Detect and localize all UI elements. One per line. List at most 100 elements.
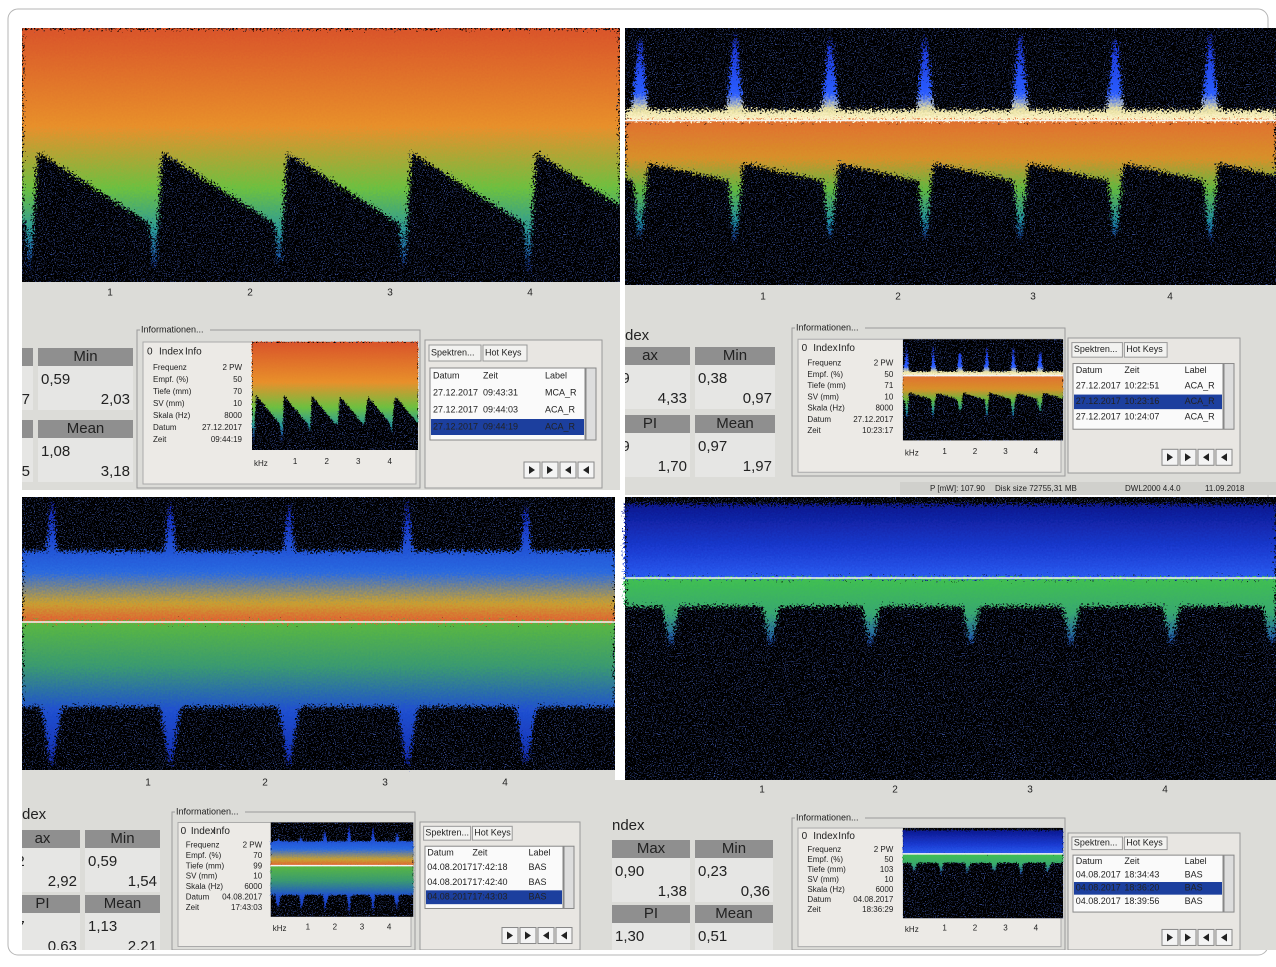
info-tab[interactable]: 0: [802, 831, 808, 842]
info-tab[interactable]: 0: [181, 826, 187, 837]
list-cell[interactable]: ACA_R: [1185, 396, 1216, 406]
field-value: 2 PW: [874, 359, 894, 368]
info-tab[interactable]: Info: [185, 347, 202, 358]
info-tab[interactable]: 0: [802, 343, 808, 354]
list-cell[interactable]: BAS: [1185, 883, 1203, 893]
list-cell[interactable]: 27.12.2017: [433, 387, 478, 397]
list-cell[interactable]: ACA_R: [545, 421, 576, 431]
list-cell[interactable]: 27.12.2017: [433, 421, 478, 431]
field-value: 8000: [224, 411, 242, 420]
axis-tick-label: 4: [502, 778, 508, 789]
index-label: Mean: [104, 895, 142, 912]
field-label: Datum: [186, 893, 210, 902]
axis-tick-label: 1: [145, 778, 151, 789]
status-text: 11.09.2018: [1205, 484, 1245, 493]
info-tab[interactable]: Index: [159, 347, 183, 358]
mini-tick-label: 3: [360, 922, 365, 931]
list-cell[interactable]: 10:22:51: [1124, 381, 1159, 391]
mini-tick-label: 4: [387, 922, 392, 931]
list-cell[interactable]: BAS: [528, 892, 546, 902]
axis-tick-label: 1: [107, 288, 113, 299]
field-value: 8000: [875, 404, 893, 413]
list-tab-label[interactable]: Hot Keys: [485, 347, 522, 357]
list-tab-label[interactable]: Hot Keys: [474, 828, 511, 838]
list-cell[interactable]: BAS: [1185, 896, 1203, 906]
list-cell[interactable]: 10:23:16: [1124, 396, 1159, 406]
info-tab[interactable]: 0: [147, 347, 153, 358]
list-cell[interactable]: ACA_R: [1185, 381, 1216, 391]
field-label: Empf. (%): [807, 855, 843, 864]
info-tab[interactable]: Info: [213, 826, 230, 837]
list-tab-label[interactable]: Hot Keys: [1126, 344, 1163, 354]
list-cell[interactable]: 18:36:20: [1124, 883, 1159, 893]
list-cell[interactable]: 09:44:03: [483, 404, 518, 414]
list-cell[interactable]: 17:42:18: [472, 862, 507, 872]
field-value: 10: [233, 399, 242, 408]
info-tab[interactable]: Index: [813, 831, 837, 842]
list-cell[interactable]: 17:43:03: [472, 892, 507, 902]
list-tab-label[interactable]: Hot Keys: [1126, 838, 1163, 848]
list-cell[interactable]: 04.08.2017: [427, 892, 472, 902]
field-label: Skala (Hz): [807, 404, 845, 413]
monitor-panel: 12347Min0,592,03,5Mean1,083,18Informatio…: [0, 28, 620, 490]
field-value: 6000: [244, 882, 262, 891]
field-value: 6000: [875, 885, 893, 894]
list-tab-label[interactable]: Spektren...: [425, 828, 469, 838]
unit-label: kHz: [905, 449, 919, 458]
field-label: Skala (Hz): [153, 411, 191, 420]
list-cell[interactable]: 04.08.2017: [1076, 869, 1121, 879]
field-label: Frequenz: [807, 845, 841, 854]
field-label: Frequenz: [186, 840, 220, 849]
index-label: PI: [35, 895, 49, 912]
list-cell[interactable]: 04.08.2017: [1076, 883, 1121, 893]
list-cell[interactable]: 09:43:31: [483, 387, 518, 397]
index-value: 1,30: [615, 928, 644, 945]
list-tab-label[interactable]: Spektren...: [431, 347, 475, 357]
field-value: 2 PW: [874, 845, 894, 854]
info-tab[interactable]: Index: [191, 826, 215, 837]
list-cell[interactable]: BAS: [528, 862, 546, 872]
field-value: 70: [233, 387, 242, 396]
axis-tick-label: 2: [892, 785, 898, 796]
field-value: 50: [884, 855, 893, 864]
list-cell[interactable]: 27.12.2017: [1076, 396, 1121, 406]
list-cell[interactable]: BAS: [528, 877, 546, 887]
info-tab[interactable]: Index: [813, 343, 837, 354]
list-cell[interactable]: 09:44:19: [483, 421, 518, 431]
list-cell[interactable]: 17:42:40: [472, 877, 507, 887]
index-value: 0,97: [743, 390, 772, 407]
index-label: Max: [637, 840, 666, 857]
column-header: Datum: [433, 370, 460, 380]
field-value: 09:44:19: [211, 435, 243, 444]
mini-tick-label: 4: [1034, 447, 1039, 456]
mini-tick-label: 3: [1003, 447, 1008, 456]
list-cell[interactable]: 04.08.2017: [427, 877, 472, 887]
list-cell[interactable]: 04.08.2017: [427, 862, 472, 872]
column-header: Zeit: [483, 370, 499, 380]
list-cell[interactable]: 27.12.2017: [1076, 412, 1121, 422]
field-label: Skala (Hz): [186, 882, 224, 891]
list-cell[interactable]: ACA_R: [545, 404, 576, 414]
field-value: 04.08.2017: [853, 895, 894, 904]
index-label: PI: [643, 415, 657, 432]
list-cell[interactable]: ACA_R: [1185, 412, 1216, 422]
index-label: Mean: [716, 415, 754, 432]
info-tab[interactable]: Info: [838, 831, 855, 842]
list-cell[interactable]: 27.12.2017: [433, 404, 478, 414]
list-cell[interactable]: 10:24:07: [1124, 412, 1159, 422]
scrollbar: [1224, 855, 1234, 912]
field-value: 10: [253, 872, 262, 881]
list-cell[interactable]: 18:34:43: [1124, 869, 1159, 879]
list-tab-label[interactable]: Spektren...: [1074, 838, 1118, 848]
mini-tick-label: 2: [333, 922, 338, 931]
list-cell[interactable]: BAS: [1185, 869, 1203, 879]
list-cell[interactable]: 04.08.2017: [1076, 896, 1121, 906]
scrollbar: [1224, 364, 1234, 430]
list-tab-label[interactable]: Spektren...: [1074, 344, 1118, 354]
index-value: 1,08: [41, 443, 70, 460]
list-cell[interactable]: 27.12.2017: [1076, 381, 1121, 391]
index-value: 0,51: [698, 928, 727, 945]
list-cell[interactable]: 18:39:56: [1124, 896, 1159, 906]
list-cell[interactable]: MCA_R: [545, 387, 577, 397]
info-tab[interactable]: Info: [838, 343, 855, 354]
